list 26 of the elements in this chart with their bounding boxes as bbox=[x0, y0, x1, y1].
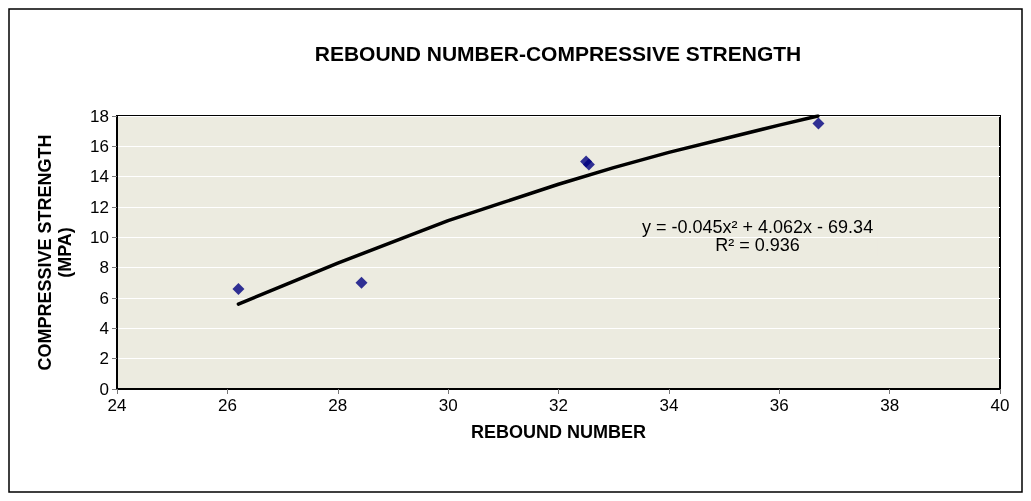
y-tick-label: 6 bbox=[99, 288, 109, 308]
chart-title: REBOUND NUMBER-COMPRESSIVE STRENGTH bbox=[314, 42, 802, 65]
y-tick-label: 12 bbox=[90, 197, 109, 217]
x-tick-label: 30 bbox=[438, 396, 458, 415]
y-tick-label: 18 bbox=[90, 106, 109, 126]
y-tick-label: 4 bbox=[99, 318, 109, 338]
x-axis-title: REBOUND NUMBER bbox=[471, 422, 646, 442]
x-tick-label: 32 bbox=[549, 396, 568, 415]
x-tick-label: 28 bbox=[328, 396, 348, 415]
y-tick-label: 16 bbox=[90, 136, 109, 156]
point bbox=[355, 276, 368, 289]
y-tick-label: 8 bbox=[99, 258, 109, 278]
x-tick-label: 34 bbox=[659, 396, 679, 415]
y-tick-label: 10 bbox=[90, 227, 109, 247]
point bbox=[232, 282, 245, 295]
x-tick-label: 38 bbox=[880, 396, 900, 415]
x-tick-label: 26 bbox=[217, 396, 237, 415]
x-tick-label: 40 bbox=[990, 396, 1010, 415]
y-tick-label: 14 bbox=[90, 167, 109, 187]
y-tick-label: 2 bbox=[99, 349, 109, 369]
y-tick-label: 0 bbox=[99, 379, 109, 399]
x-tick-label: 36 bbox=[769, 396, 789, 415]
point bbox=[812, 117, 825, 130]
y-axis-title: COMPRESSIVE STRENGTH (MPA) bbox=[35, 134, 75, 371]
annotation: y = -0.045x² + 4.062x - 69.34 R² = 0.936 bbox=[641, 217, 874, 255]
x-tick-label: 24 bbox=[107, 396, 127, 415]
